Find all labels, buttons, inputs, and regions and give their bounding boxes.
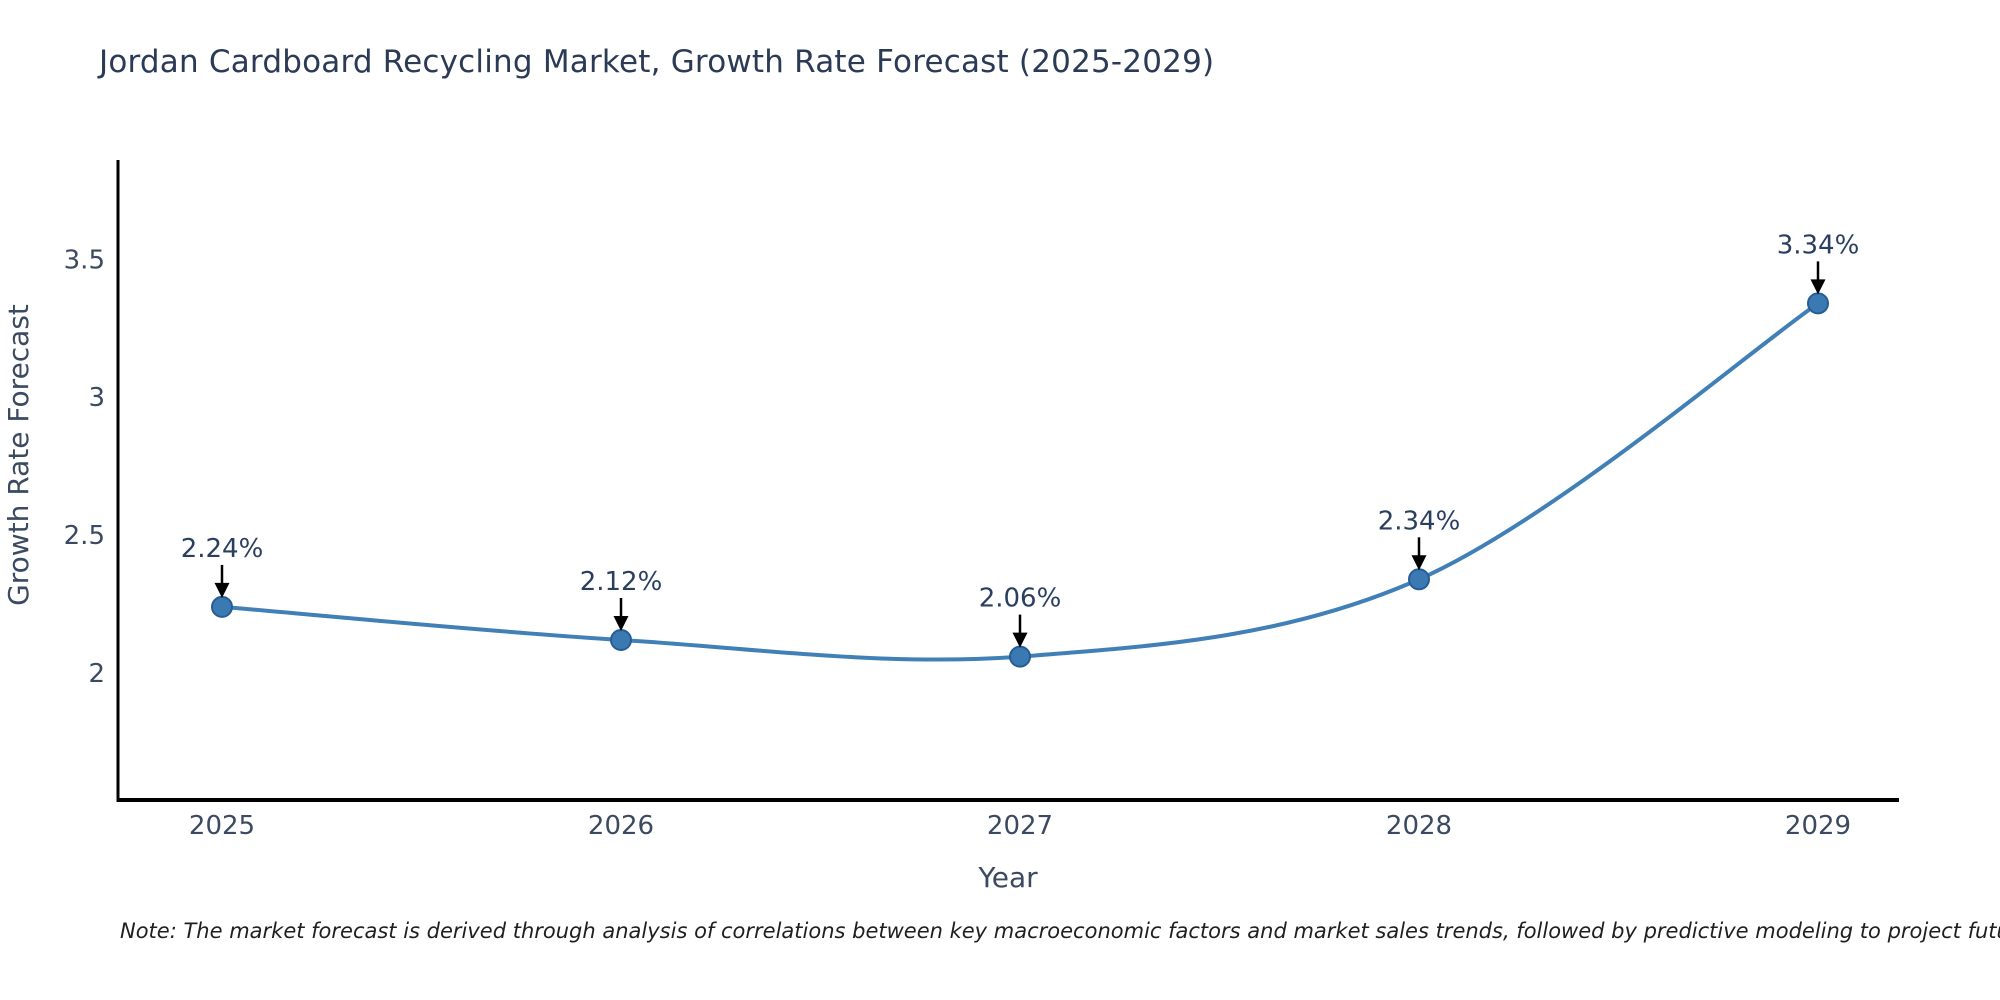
x-tick-label: 2029 xyxy=(1785,811,1851,841)
annotation-arrowhead xyxy=(1810,279,1826,295)
point-value-label: 2.34% xyxy=(1378,506,1461,536)
point-value-label: 2.06% xyxy=(979,584,1062,614)
annotation-arrowhead xyxy=(613,616,629,631)
axes xyxy=(116,160,1899,802)
x-tick-label: 2027 xyxy=(987,811,1053,841)
data-point-marker xyxy=(610,629,632,651)
annotation-arrowhead xyxy=(1411,555,1427,571)
y-tick-label: 3.5 xyxy=(64,245,105,275)
x-tick-label: 2028 xyxy=(1386,811,1452,841)
data-point-marker xyxy=(1408,568,1430,591)
series-growth-rate xyxy=(211,292,1829,668)
x-tick-labels: 2025 2026 2027 2028 2029 xyxy=(189,811,1851,841)
x-axis-label: Year xyxy=(977,861,1038,894)
annotation-arrowhead xyxy=(1012,632,1028,648)
x-tick-label: 2025 xyxy=(189,811,255,841)
y-tick-label: 2 xyxy=(88,659,105,689)
y-axis-label: Growth Rate Forecast xyxy=(2,304,35,606)
point-value-label: 2.24% xyxy=(181,534,264,564)
data-point-marker xyxy=(211,595,233,618)
y-tick-label: 2.5 xyxy=(64,521,105,551)
chart-title: Jordan Cardboard Recycling Market, Growt… xyxy=(99,44,1215,80)
point-value-label: 2.12% xyxy=(580,567,663,597)
data-point-marker xyxy=(1009,645,1031,668)
data-point-marker xyxy=(1807,292,1829,315)
point-value-label: 3.34% xyxy=(1777,230,1860,260)
footnote: Note: The market forecast is derived thr… xyxy=(120,919,2000,943)
y-tick-labels: 2 2.5 3 3.5 xyxy=(64,245,105,689)
annotation-arrowhead xyxy=(214,582,230,598)
point-annotations: 2.24% 2.12% 2.06% 2.34% 3.34% xyxy=(181,230,1860,648)
x-tick-label: 2026 xyxy=(588,811,654,841)
y-tick-label: 3 xyxy=(88,383,105,413)
